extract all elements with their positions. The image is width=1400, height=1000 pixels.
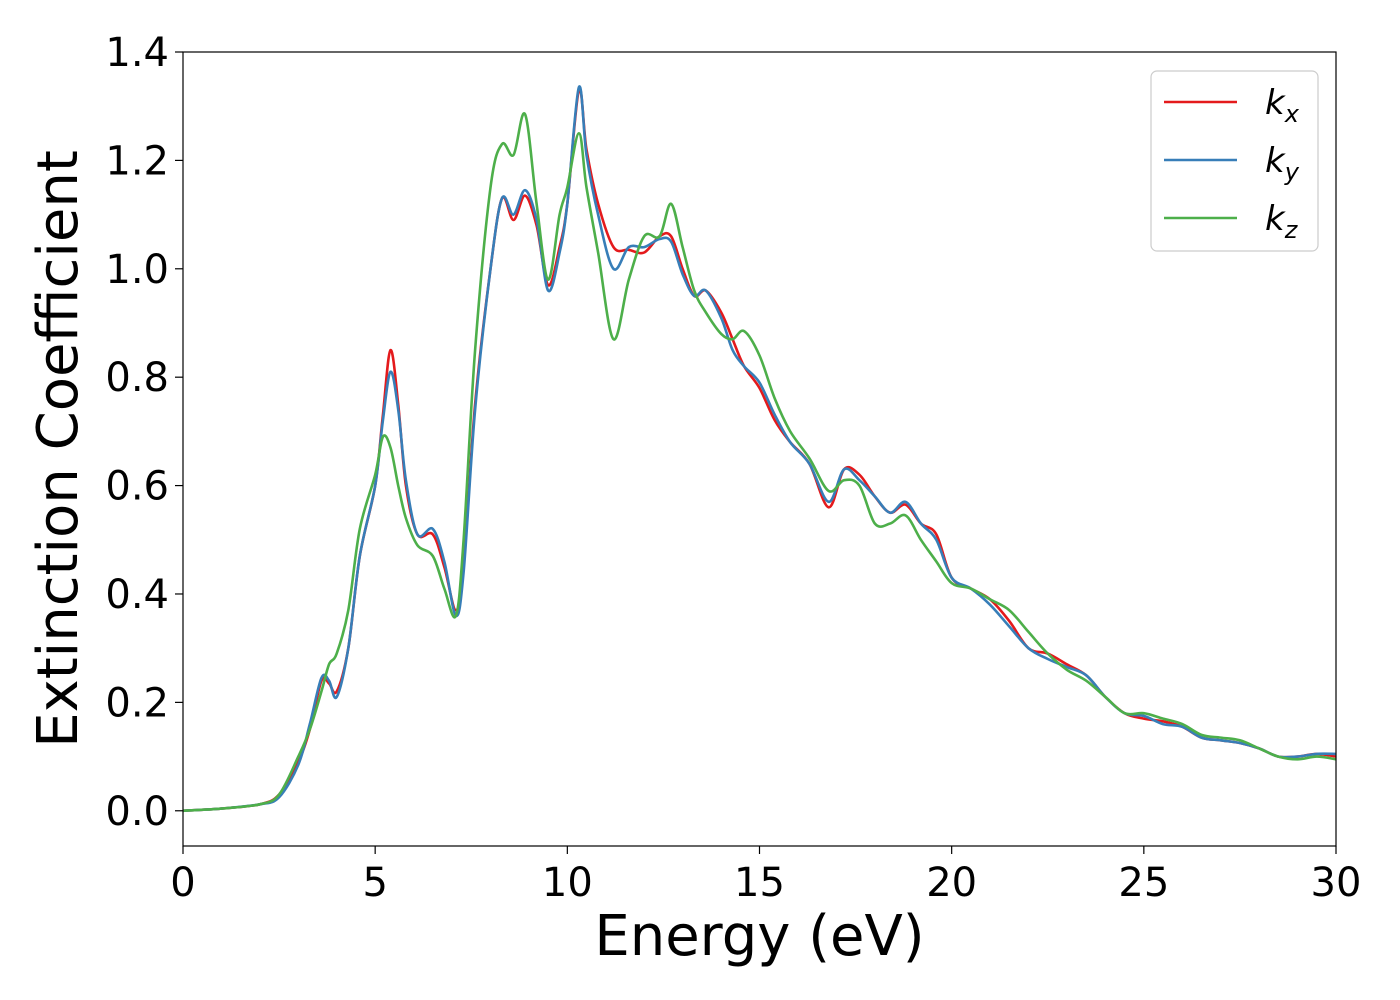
y-tick-label: 1.2 xyxy=(105,138,169,184)
y-tick-label: 0.0 xyxy=(105,789,169,835)
y-tick-label: 0.2 xyxy=(105,680,169,726)
x-tick-label: 25 xyxy=(1118,860,1169,906)
series-line-ky xyxy=(183,85,1336,813)
x-tick-label: 10 xyxy=(542,860,593,906)
x-tick-label: 20 xyxy=(926,860,977,906)
y-tick-label: 0.8 xyxy=(105,355,169,401)
x-tick-label: 30 xyxy=(1311,860,1362,906)
y-tick-label: 1.4 xyxy=(105,30,169,76)
x-tick-label: 15 xyxy=(734,860,785,906)
x-tick-label: 0 xyxy=(170,860,195,906)
y-tick-label: 1.0 xyxy=(105,247,169,293)
y-axis-ticks: 0.0 0.2 0.4 0.6 0.8 1.0 1.2 1.4 xyxy=(105,30,183,835)
x-tick-label: 5 xyxy=(362,860,387,906)
plot-lines xyxy=(183,85,1336,813)
series-line-kz xyxy=(183,112,1336,813)
x-axis-ticks: 0 5 10 15 20 25 30 xyxy=(170,846,1361,906)
x-axis-label: Energy (eV) xyxy=(594,904,924,969)
y-tick-label: 0.6 xyxy=(105,464,169,510)
y-tick-label: 0.4 xyxy=(105,572,169,618)
y-axis-label: Extinction Coefficient xyxy=(26,150,91,748)
